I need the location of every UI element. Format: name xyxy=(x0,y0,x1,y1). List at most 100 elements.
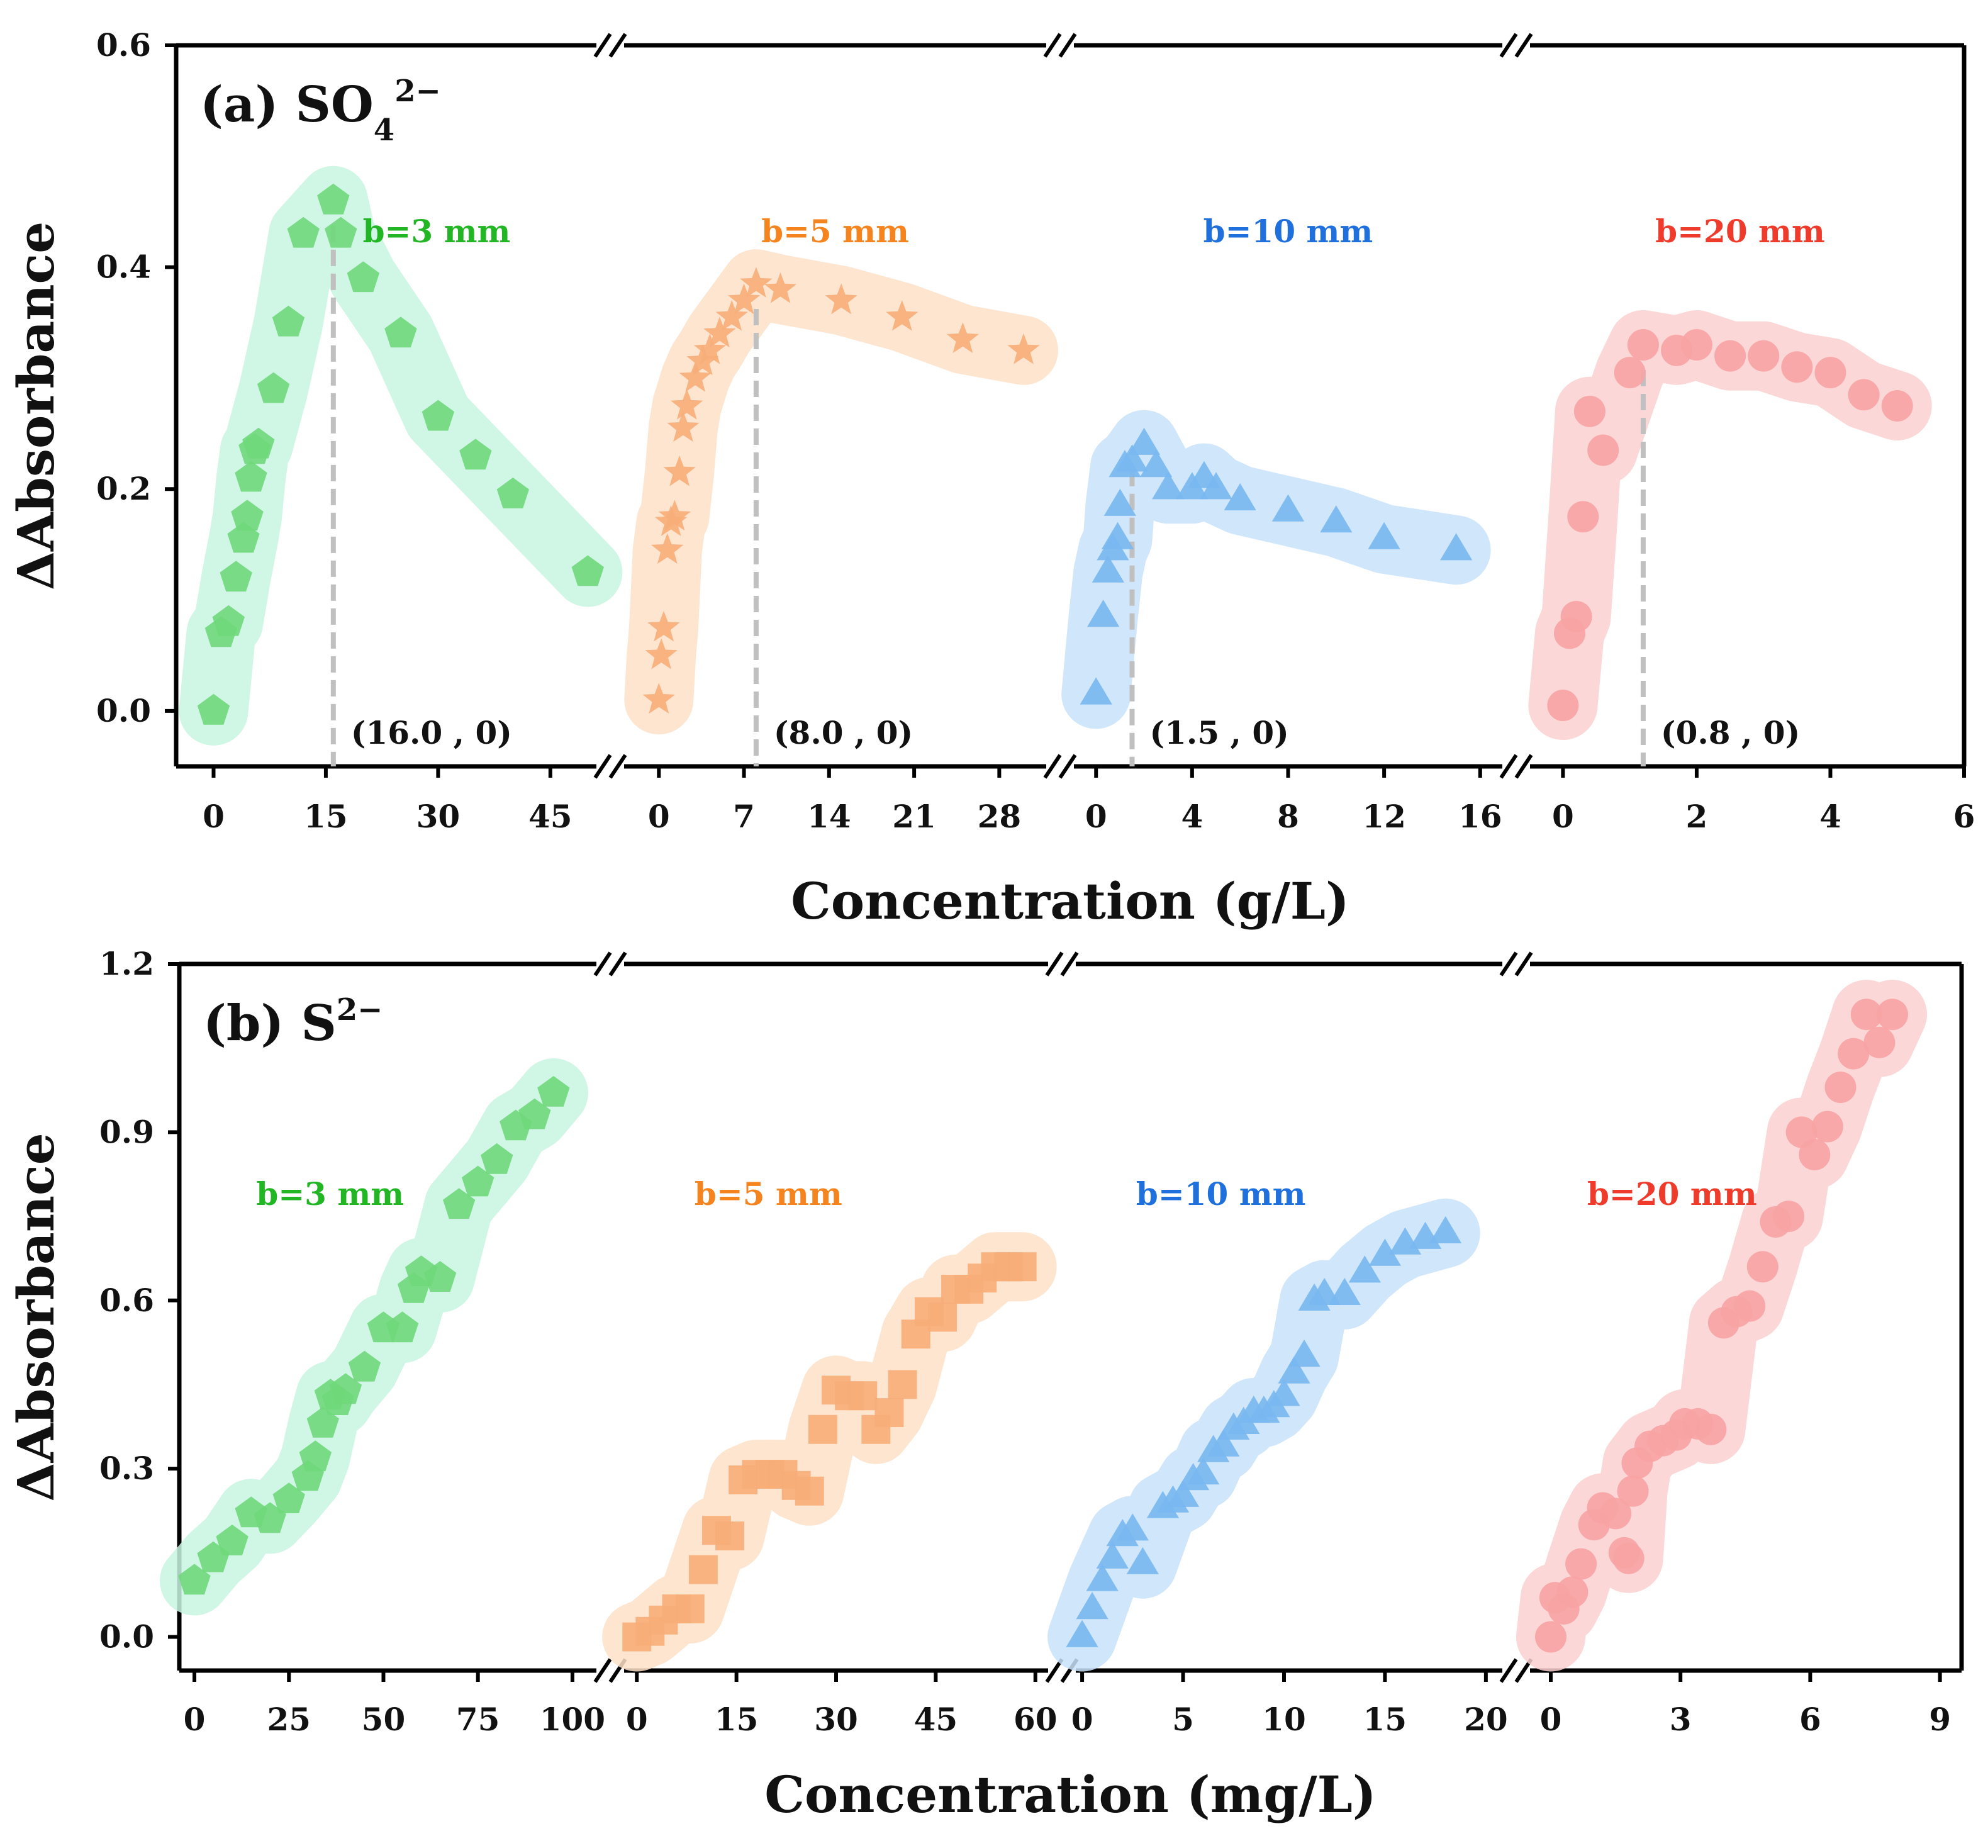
axis-break-mark xyxy=(1060,951,1079,977)
data-point xyxy=(1224,483,1256,511)
x-tick-label: 15 xyxy=(304,798,348,835)
data-point xyxy=(764,272,797,303)
segment-b-5-mm: 0 15 30 45 60 b=5 mm xyxy=(602,951,1079,1738)
panel-a-chart: 0.0 0.2 0.4 0.6 ΔAbsorbance Concentration (g/… xyxy=(6,26,1975,931)
axis-break-mark xyxy=(1499,951,1518,977)
data-point xyxy=(1080,677,1112,705)
data-point xyxy=(1166,1479,1200,1507)
data-point xyxy=(537,1076,570,1107)
y-tick-label: 1.2 xyxy=(99,945,154,982)
data-point xyxy=(1152,472,1185,500)
y-tick-label: 0.6 xyxy=(96,26,151,64)
trend-band xyxy=(1061,410,1491,729)
data-point xyxy=(1092,555,1124,583)
panel-label: (a) SO42− xyxy=(200,74,441,148)
segment-b-10-mm: 0 5 10 15 20 b=10 mm xyxy=(1047,951,1533,1738)
x-tick-label: 0 xyxy=(648,798,670,835)
y-tick-label: 0.3 xyxy=(99,1450,154,1487)
data-point xyxy=(1116,1513,1149,1541)
data-point xyxy=(1268,1379,1300,1406)
data-point xyxy=(496,478,529,508)
data-point xyxy=(1126,1547,1159,1574)
x-tick-label: 6 xyxy=(1953,798,1975,835)
x-tick-label: 25 xyxy=(267,1701,311,1738)
data-point xyxy=(1617,1475,1649,1507)
data-point xyxy=(1101,522,1134,549)
data-point xyxy=(242,427,275,459)
axis-break-mark xyxy=(593,33,612,58)
data-point xyxy=(1600,1498,1632,1530)
x-tick-label: 0 xyxy=(184,1701,206,1738)
axis-break-mark xyxy=(1499,754,1518,779)
data-point xyxy=(1103,488,1136,516)
data-point xyxy=(1086,1564,1119,1591)
data-point xyxy=(928,1302,957,1332)
x-tick-label: 12 xyxy=(1362,798,1406,835)
data-point xyxy=(481,1143,513,1174)
data-point xyxy=(216,1525,248,1555)
data-point xyxy=(1627,329,1659,361)
data-point xyxy=(1848,379,1880,411)
axis-break-mark xyxy=(1499,1658,1518,1683)
trend-band xyxy=(179,165,623,746)
x-tick-label: 4 xyxy=(1819,798,1841,835)
data-point xyxy=(1587,434,1619,466)
data-point xyxy=(235,461,267,492)
data-point xyxy=(808,1414,837,1444)
series-label-b-20-mm: b=20 mm xyxy=(1587,1175,1757,1212)
data-point xyxy=(848,1381,878,1411)
data-point xyxy=(651,533,684,564)
data-point xyxy=(1556,1576,1589,1608)
data-point xyxy=(901,1319,930,1349)
axis-break-mark xyxy=(1514,754,1533,779)
data-point xyxy=(667,411,700,442)
data-point xyxy=(220,561,252,592)
data-point xyxy=(422,400,455,431)
data-point xyxy=(874,1398,904,1427)
data-point xyxy=(703,316,736,348)
data-point xyxy=(727,283,761,315)
segment-b-10-mm: 0 4 8 12 16 (1.5 , 0) b=10 mm xyxy=(1061,33,1533,835)
axis-break-mark xyxy=(1045,1658,1064,1683)
panel-label-superscript: 2− xyxy=(337,992,383,1028)
data-point xyxy=(1328,1277,1361,1305)
data-point xyxy=(1748,340,1780,372)
series-label-b-3-mm: b=3 mm xyxy=(363,213,511,250)
x-tick-label: 20 xyxy=(1464,1701,1508,1738)
data-point xyxy=(1368,522,1400,549)
data-point xyxy=(1288,1339,1321,1367)
panel-label: (b) S2− xyxy=(203,992,383,1052)
axis-break-mark xyxy=(608,33,627,58)
segment-b-3-mm: 0 15 30 45 (16.0 , 0) b=3 mm xyxy=(176,33,627,835)
axis-break-mark xyxy=(1499,33,1518,58)
data-point xyxy=(1207,1429,1240,1457)
axis-break-mark xyxy=(593,951,612,977)
series-label-b-20-mm: b=20 mm xyxy=(1655,213,1825,250)
x-tick-label: 16 xyxy=(1458,798,1502,835)
series-label-b-5-mm: b=5 mm xyxy=(695,1175,842,1212)
data-point xyxy=(671,389,703,420)
axis-break-mark xyxy=(1045,951,1064,977)
x-tick-label: 0 xyxy=(203,798,225,835)
x-tick-label: 15 xyxy=(1363,1701,1407,1738)
trend-band xyxy=(1047,1198,1480,1672)
data-point xyxy=(1714,340,1746,372)
data-point xyxy=(1799,1139,1831,1171)
segment-b-20-mm: 0 3 6 9 b=20 mm xyxy=(1516,961,1962,1738)
series-label-b-10-mm: b=10 mm xyxy=(1203,213,1373,250)
data-point xyxy=(1614,357,1646,389)
data-point xyxy=(518,1098,551,1129)
data-point xyxy=(272,305,305,337)
x-tick-label: 0 xyxy=(1085,798,1107,835)
data-point xyxy=(462,1165,494,1197)
y-tick-label: 0.2 xyxy=(96,470,151,507)
data-point xyxy=(384,316,417,348)
data-point xyxy=(1612,1542,1645,1574)
x-tick-label: 5 xyxy=(1172,1701,1194,1738)
data-point xyxy=(299,1440,332,1472)
x-axis-title: Concentration (g/L) xyxy=(791,871,1349,931)
data-point xyxy=(647,610,680,642)
data-point xyxy=(888,1370,917,1399)
data-point xyxy=(1140,450,1173,478)
